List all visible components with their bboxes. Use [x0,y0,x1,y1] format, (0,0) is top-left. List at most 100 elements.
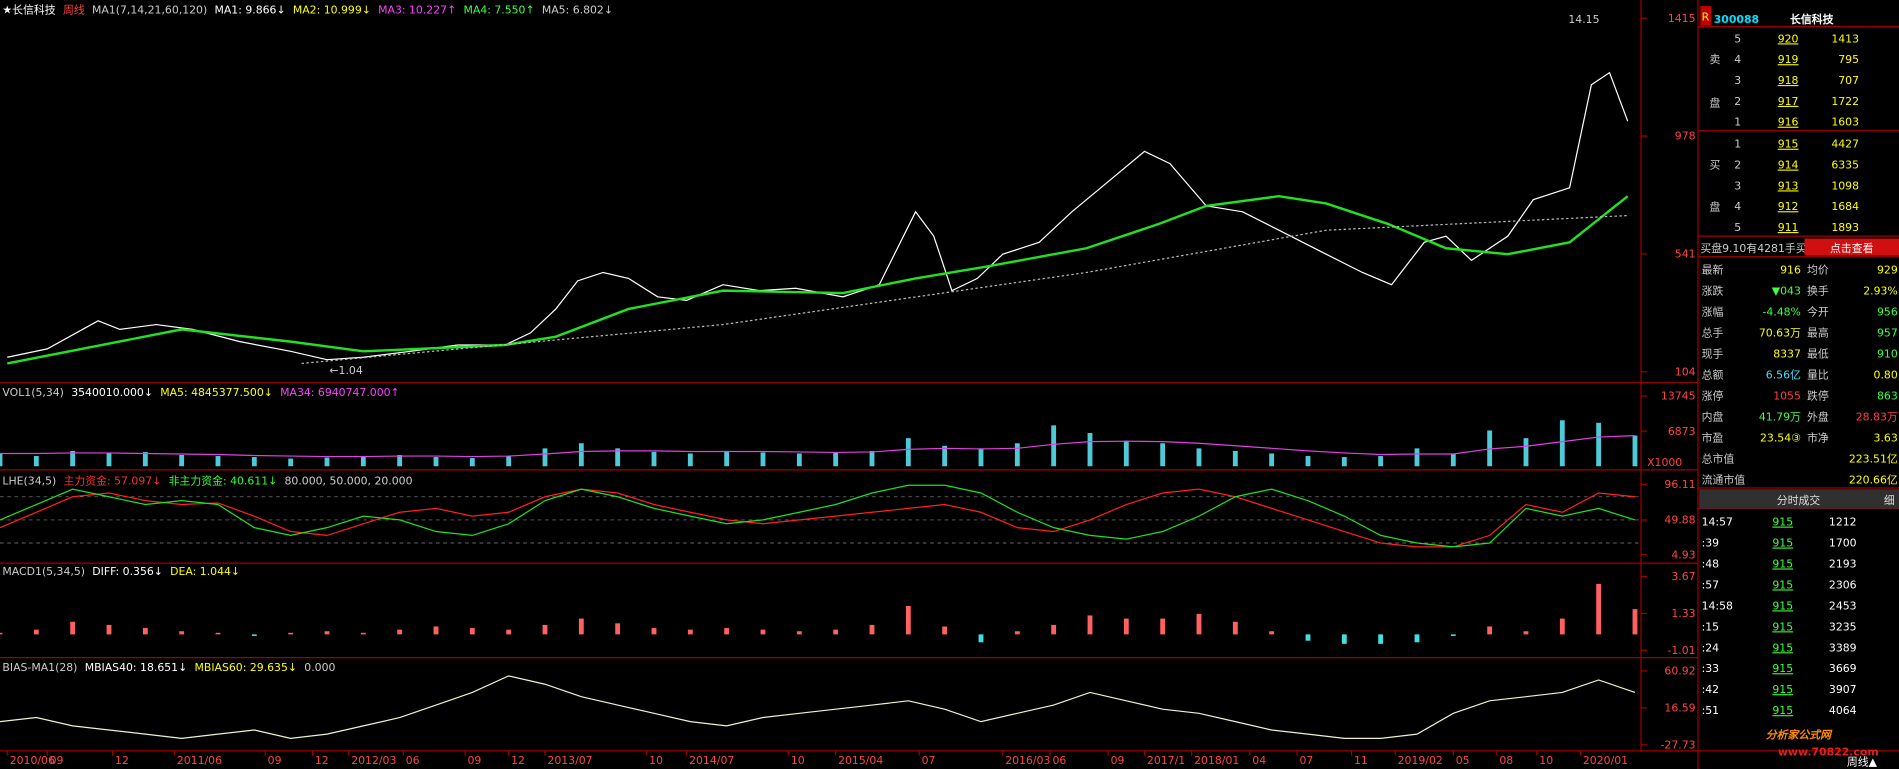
x-tick-label: 10 [649,754,663,767]
stat-label: 总手 [1702,326,1724,340]
bar [1196,613,1202,635]
trade-price: 915 [1772,641,1793,654]
x-tick-label: 2010/06 [10,754,55,767]
bar [70,450,76,467]
price: 912 [1778,200,1799,213]
y-tick-label: 60.92 [1664,665,1695,678]
bar [578,618,584,635]
bar [687,453,693,467]
volume: 6335 [1831,159,1859,172]
y-tick-label: 16.59 [1664,701,1695,714]
bar [0,632,3,635]
bar [978,448,984,467]
bar [215,456,221,467]
button[interactable]: 点击查看 [1830,241,1874,255]
stat-label: 均价 [1807,264,1829,277]
button-bg [1804,238,1899,256]
y-tick-label: 978 [1675,130,1696,143]
price: 917 [1778,95,1799,108]
bar [70,621,76,635]
bar [1305,634,1311,641]
x-tick-label: 2014/07 [689,754,734,767]
y-tick-label: 1.33 [1671,607,1695,620]
bar [942,445,948,467]
bar [724,450,730,467]
stat-value: -4.48% [1762,306,1800,319]
y-tick-label: 541 [1675,248,1696,261]
bar [288,632,294,635]
header-item: DIFF: 0.356↓ [92,565,163,578]
unit-label: X1000 [1647,456,1682,469]
bar [1232,450,1238,467]
stat-value: 910 [1877,347,1898,360]
bar [251,457,257,467]
x-tick-label: 09 [268,754,282,767]
bar [1269,453,1275,467]
x-tick-label: 12 [115,754,129,767]
header-item: DEA: 1.044↓ [170,565,240,578]
level: 5 [1734,32,1741,45]
bar [942,626,948,635]
watermark-url: www.70822.com [1778,746,1879,759]
x-tick-label: 10 [1539,754,1553,767]
bar [1232,621,1238,635]
header-item: 0.000 [304,661,335,674]
trade-time: :51 [1702,704,1720,717]
trade-price: 915 [1772,578,1793,591]
level: 3 [1734,179,1741,192]
bar [615,448,621,467]
x-tick-label: 2011/06 [177,754,222,767]
low-annotation: ←1.04 [329,364,362,377]
indicator-header: LHE(34,5) 主力资金: 57.097↓ 非主力资金: 40.611↓ 80.0… [2,473,412,487]
y-tick-label: 49.88 [1664,514,1695,527]
x-tick-label: 09 [467,754,481,767]
stat-value: 956 [1877,306,1898,319]
bar [179,631,185,635]
bar [106,453,112,467]
bar [106,624,112,635]
bar [651,451,657,467]
trade-price: 915 [1772,557,1793,570]
stat-value: 0.80 [1874,368,1898,381]
y-tick-label: 4.93 [1671,548,1695,561]
bar [1632,435,1638,467]
period-button[interactable]: 周线▲ [1847,754,1878,768]
price: 920 [1778,32,1799,45]
x-tick-label: 2015/04 [838,754,883,767]
detail-button[interactable]: 细 [1884,494,1895,507]
bar [433,457,439,467]
header-item: MA1: 9.866↓ [214,3,285,16]
bar [1487,626,1493,635]
level: 3 [1734,74,1741,87]
bar [1559,420,1565,467]
stat-value: 929 [1877,264,1898,277]
cap-value: 223.51亿 [1849,453,1898,466]
stat-value: 916 [1780,264,1801,277]
trades-title: 分时成交 [1777,493,1821,507]
header-item: MA5: 4845377.500↓ [160,386,273,399]
header-item: VOL1(5,34) [2,386,64,399]
level: 1 [1734,138,1741,151]
header-item: MA3: 10.227↑ [378,3,456,16]
bar [0,453,3,467]
bar [1596,422,1602,467]
stat-value: 1055 [1773,389,1801,402]
bar [615,623,621,635]
bar [142,628,148,635]
bar [506,629,512,635]
header-item: MA1(7,14,21,60,120) [92,3,207,16]
bar [1123,440,1129,467]
bar [542,624,548,635]
price: 911 [1778,221,1799,234]
stat-value: 41.79万 [1759,410,1801,423]
price: 914 [1778,159,1799,172]
cap-value: 220.66亿 [1849,474,1898,487]
header-item: MA34: 6940747.000↑ [280,386,400,399]
x-tick-label: 07 [922,754,936,767]
x-tick-label: 06 [1052,754,1066,767]
volume: 1098 [1831,179,1859,192]
stat-label: 涨停 [1702,388,1724,402]
bar [469,458,475,467]
stat-label: 现手 [1702,346,1724,360]
